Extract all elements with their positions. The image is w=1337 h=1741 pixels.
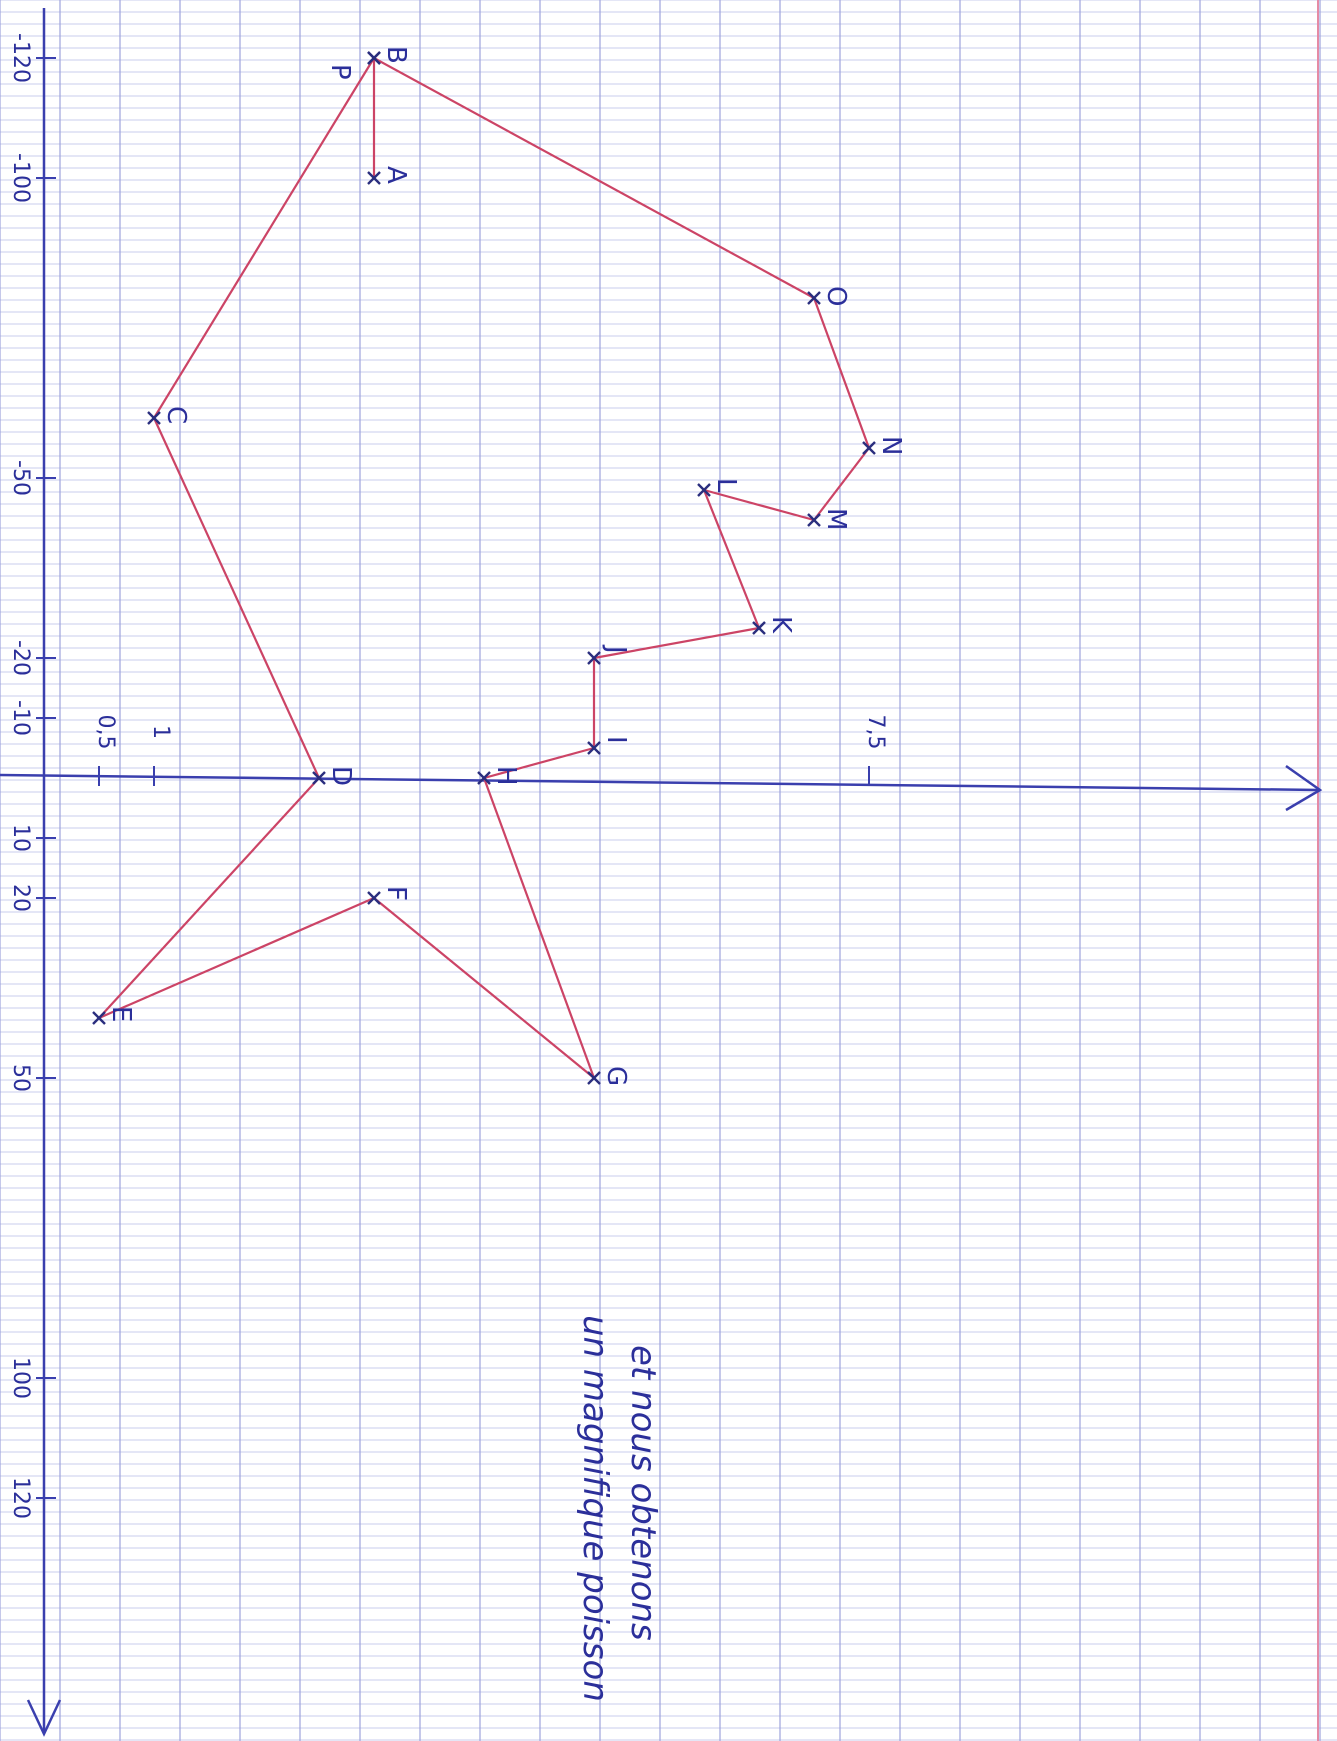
point-cross-mark — [367, 171, 381, 185]
x-axis-tick-label: -120 — [8, 33, 33, 83]
horizontal-axis — [0, 773, 1321, 792]
point-o: O — [807, 286, 851, 306]
note-text: et nous obtenons un magnifique poisson — [575, 1315, 663, 1702]
y-axis-tick-label: 0,5 — [93, 715, 118, 750]
x-axis-tick-label: 50 — [8, 1064, 33, 1092]
y-axis-ticks: 0,5 1 7,5 — [93, 715, 888, 786]
axes — [0, 8, 1323, 1737]
horizontal-axis-arrow-icon — [1285, 764, 1323, 812]
x-axis-tick-label: -50 — [8, 460, 33, 496]
point-cross-mark — [312, 771, 326, 785]
point-i: I — [587, 736, 631, 755]
point-label: H — [491, 766, 521, 786]
x-axis-tick-label: -10 — [8, 700, 33, 736]
point-label: O — [821, 286, 851, 306]
y-axis-tick-label: 1 — [148, 725, 173, 739]
point-c: C — [147, 406, 191, 425]
point-cross-mark — [147, 411, 161, 425]
point-cross-mark — [587, 1071, 601, 1085]
point-cross-mark — [752, 621, 766, 635]
point-label: F — [381, 886, 411, 901]
point-d: D — [312, 766, 356, 786]
point-p: P — [325, 51, 381, 80]
point-label: E — [106, 1006, 136, 1022]
point-label: M — [821, 508, 851, 530]
point-label: I — [601, 736, 631, 744]
point-h: H — [477, 766, 521, 786]
x-axis-tick-label: -100 — [8, 153, 33, 203]
point-e: E — [92, 1006, 136, 1025]
point-n: N — [862, 436, 906, 455]
x-axis-tick-label: 120 — [8, 1477, 33, 1519]
polygon-shape — [97, 56, 871, 1080]
point-cross-mark — [807, 291, 821, 305]
point-g: G — [587, 1066, 631, 1086]
point-label: L — [711, 478, 741, 493]
x-axis-ticks: -120 -100 -50 -20 -10 10 20 50 100 120 — [8, 33, 56, 1519]
vertical-axis-arrow-icon — [26, 1699, 62, 1737]
point-cross-mark — [587, 651, 601, 665]
point-cross-mark — [477, 771, 491, 785]
point-label: A — [381, 166, 411, 184]
point-label: G — [601, 1066, 631, 1086]
point-l: L — [697, 478, 741, 497]
point-a: A — [367, 166, 411, 185]
point-label: P — [325, 64, 355, 80]
point-cross-mark — [92, 1011, 106, 1025]
x-axis-tick-label: 20 — [8, 884, 33, 912]
point-label: N — [876, 436, 906, 455]
point-cross-mark — [367, 891, 381, 905]
point-label: D — [326, 766, 356, 786]
point-m: M — [807, 508, 851, 530]
point-label: C — [161, 406, 191, 424]
plotted-points: A B C D E F G H I J K L M N O P — [92, 46, 906, 1086]
point-label: K — [766, 616, 796, 634]
y-axis-tick-label: 7,5 — [863, 715, 888, 750]
note-line-1: et nous obtenons — [623, 1345, 663, 1641]
point-label: B — [381, 46, 411, 64]
x-axis-tick-label: 10 — [8, 824, 33, 852]
point-f: F — [367, 886, 411, 905]
point-label: J — [601, 644, 631, 654]
point-k: K — [752, 616, 796, 635]
point-cross-mark — [697, 483, 711, 497]
point-j: J — [587, 644, 631, 665]
x-axis-tick-label: 100 — [8, 1357, 33, 1399]
point-cross-mark — [367, 51, 381, 65]
x-axis-tick-label: -20 — [8, 640, 33, 676]
point-cross-mark — [862, 441, 876, 455]
note-line-2: un magnifique poisson — [575, 1315, 615, 1702]
point-cross-mark — [807, 513, 821, 527]
point-cross-mark — [587, 741, 601, 755]
